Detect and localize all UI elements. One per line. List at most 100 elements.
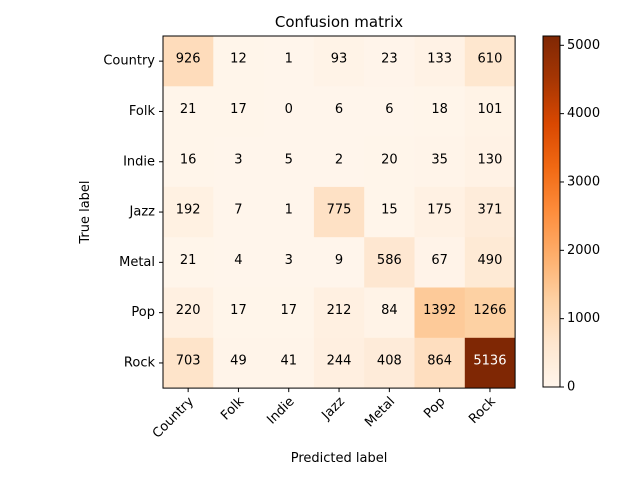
x-tick-label: Pop (421, 394, 448, 421)
heatmap-cell (364, 86, 415, 137)
heatmap-cell (464, 237, 516, 288)
x-tick-label: Indie (264, 394, 297, 427)
cell-value-label: 864 (427, 353, 452, 368)
cell-value-label: 16 (180, 152, 197, 167)
heatmap-cell (364, 186, 415, 238)
cell-value-label: 586 (377, 253, 402, 268)
colorbar-tick-label: 3000 (567, 174, 600, 189)
colorbar-tick-label: 1000 (567, 311, 600, 326)
colorbar-tick-label: 4000 (567, 106, 600, 121)
cell-value-label: 49 (230, 353, 247, 368)
heatmap-cell (163, 86, 214, 137)
heatmap-cell (263, 237, 315, 288)
cell-value-label: 21 (180, 253, 197, 268)
colorbar (542, 35, 561, 388)
heatmap-cell (263, 287, 315, 339)
heatmap-cell (213, 86, 264, 137)
cell-value-label: 1 (285, 52, 293, 67)
cell-value-label: 23 (381, 52, 398, 67)
y-tick-label: Jazz (129, 205, 156, 220)
cell-value-label: 7 (234, 203, 242, 218)
colorbar-ticks: 0 1000 2000 3000 4000 5000 (560, 38, 600, 395)
heatmap-cell (364, 136, 415, 188)
x-tick-label: Metal (362, 394, 398, 430)
chart-title: Confusion matrix (275, 13, 403, 31)
x-axis-ticks: Country Folk Indie Jazz Metal Pop Rock (150, 388, 499, 441)
cell-value-label: 5136 (473, 353, 506, 368)
heatmap-cell (213, 186, 264, 238)
heatmap-cell (263, 337, 315, 389)
colorbar-tick-label: 5000 (567, 38, 600, 53)
heatmap-cell (263, 86, 315, 137)
heatmap-cell (313, 237, 365, 288)
heatmap-cell (414, 186, 466, 238)
heatmap-cell (163, 36, 214, 87)
y-tick-label: Country (103, 54, 155, 69)
cell-value-label: 244 (327, 353, 352, 368)
heatmap-cells (163, 36, 516, 389)
cell-value-label: 3 (285, 253, 293, 268)
cell-value-label: 703 (176, 353, 201, 368)
heatmap-cell (464, 36, 516, 87)
x-tick-label: Jazz (319, 394, 348, 423)
cell-value-label: 101 (478, 102, 503, 117)
cell-value-label: 17 (230, 102, 247, 117)
cell-value-label: 775 (327, 203, 352, 218)
cell-value-label: 93 (331, 52, 348, 67)
cell-value-label: 408 (377, 353, 402, 368)
heatmap-cell (414, 36, 466, 87)
heatmap-cell (414, 337, 466, 389)
heatmap-cell (364, 237, 415, 288)
heatmap-cell (313, 36, 365, 87)
cell-value-label: 371 (478, 203, 503, 218)
cell-value-label: 84 (381, 303, 398, 318)
cell-value-label: 192 (176, 203, 201, 218)
cell-value-label: 926 (176, 52, 201, 67)
heatmap-cell (364, 36, 415, 87)
cell-value-label: 490 (478, 253, 503, 268)
y-axis-ticks: Country Folk Indie Jazz Metal Pop Rock (103, 54, 163, 370)
cell-value-label: 17 (230, 303, 247, 318)
cell-value-label: 130 (478, 152, 503, 167)
x-axis-label: Predicted label (291, 451, 388, 466)
cell-value-label: 17 (280, 303, 297, 318)
heatmap-cell (213, 287, 264, 339)
cell-value-label: 4 (234, 253, 242, 268)
heatmap-cell (163, 136, 214, 188)
cell-value-label: 6 (385, 102, 393, 117)
heatmap-cell (414, 287, 466, 339)
heatmap-cell (163, 186, 214, 238)
heatmap-cell (163, 337, 214, 389)
heatmap-cell (263, 186, 315, 238)
y-tick-label: Pop (131, 305, 155, 320)
heatmap-cell (313, 337, 365, 389)
heatmap-cell (313, 86, 365, 137)
heatmap-cell (464, 186, 516, 238)
heatmap-cell (313, 136, 365, 188)
x-tick-label: Folk (218, 394, 247, 423)
heatmap-cell (414, 86, 466, 137)
heatmap-cell (313, 287, 365, 339)
heatmap-cell (213, 337, 264, 389)
heatmap-cell (213, 136, 264, 188)
heatmap-cell (163, 287, 214, 339)
heatmap-cell (364, 287, 415, 339)
colorbar-tick-label: 0 (567, 380, 575, 395)
y-axis-label: True label (78, 180, 93, 244)
heatmap-cell (364, 337, 415, 389)
y-tick-label: Indie (123, 154, 155, 169)
cell-value-label: 133 (427, 52, 452, 67)
cell-value-label: 1392 (423, 303, 456, 318)
cell-value-label: 0 (285, 102, 293, 117)
cell-value-label: 41 (280, 353, 297, 368)
y-tick-label: Folk (129, 104, 156, 119)
x-tick-label: Rock (466, 394, 499, 427)
heatmap-cell (414, 237, 466, 288)
heatmap-cell (213, 36, 264, 87)
heatmap-cell (414, 136, 466, 188)
cell-value-label: 6 (335, 102, 343, 117)
colorbar-tick-label: 2000 (567, 243, 600, 258)
heatmap-cell (464, 86, 516, 137)
